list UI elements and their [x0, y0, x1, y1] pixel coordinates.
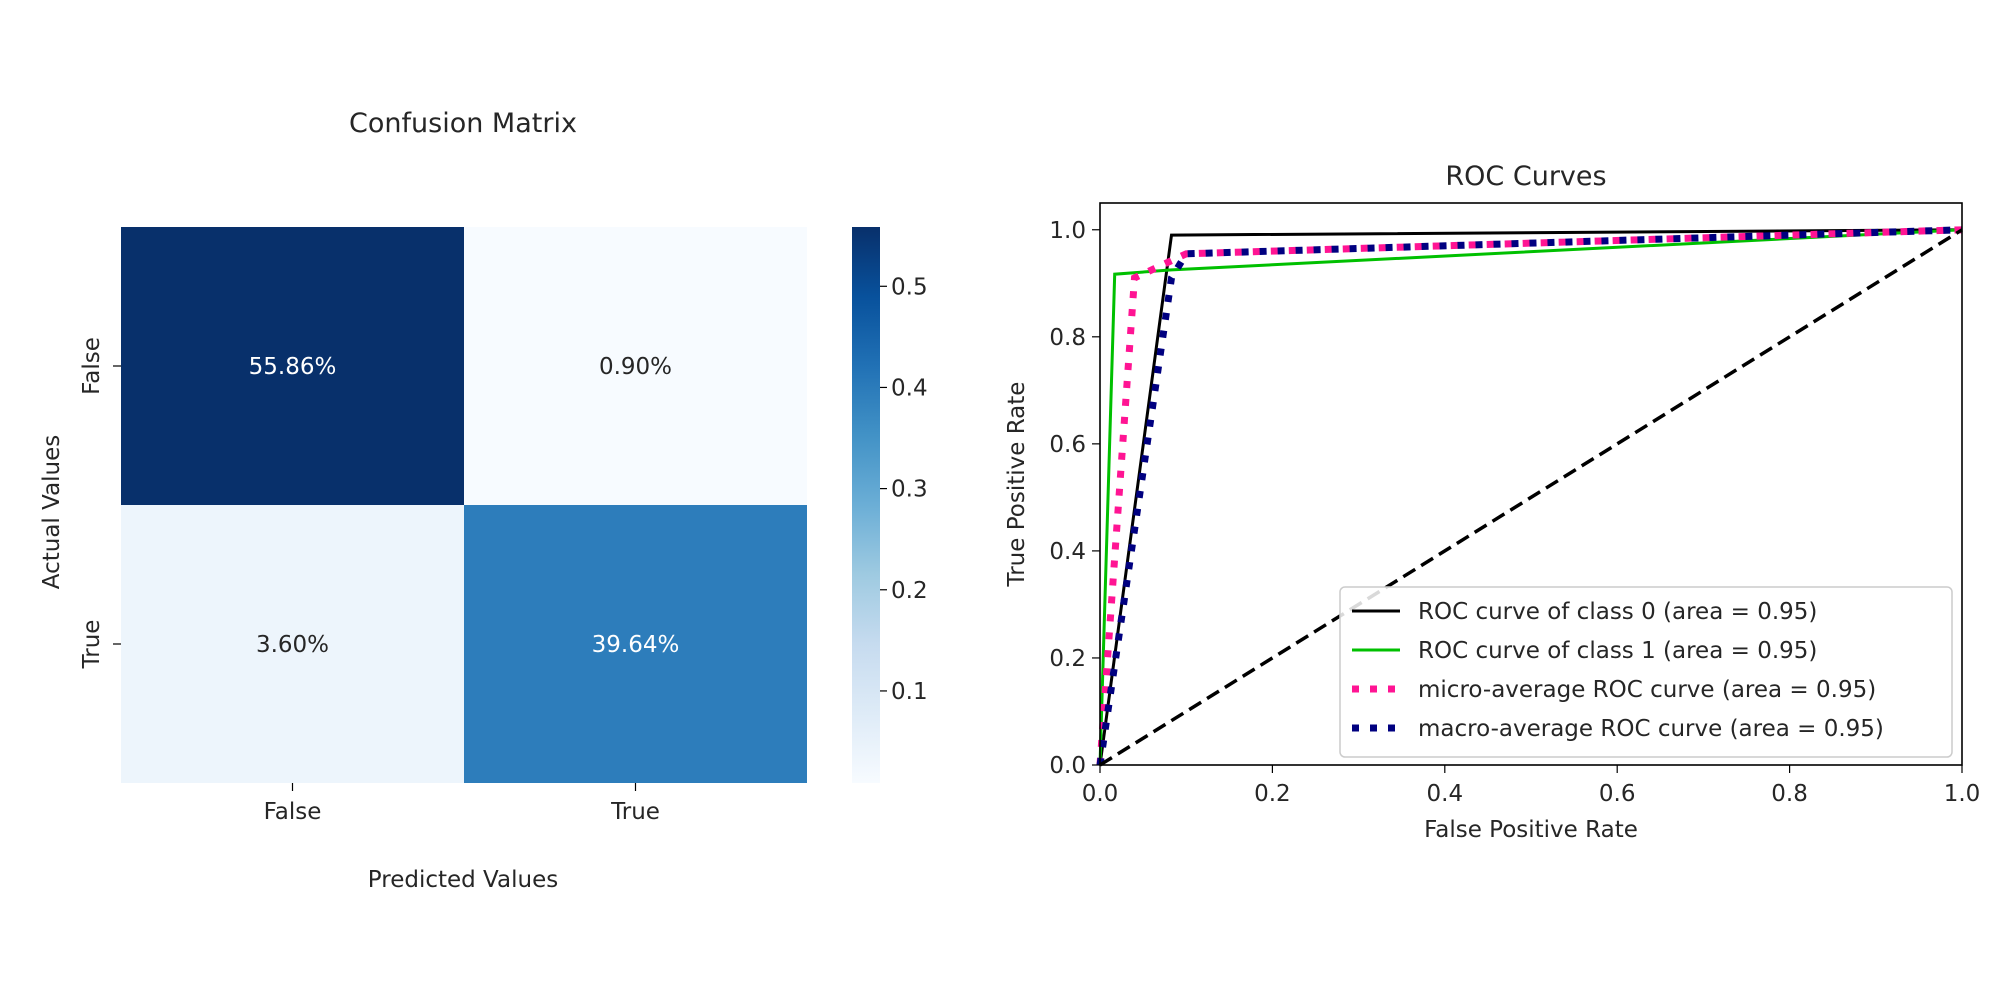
- roc-xtick-label: 0.8: [1771, 781, 1808, 807]
- cm-cell: [464, 505, 807, 783]
- colorbar-tick-label: 0.1: [891, 679, 928, 705]
- roc-axes-frame: [1099, 202, 1963, 766]
- colorbar: 0.1 0.2 0.3 0.4 0.5: [852, 227, 928, 783]
- cm-xtick-label: True: [610, 799, 660, 825]
- colorbar-tick-label: 0.2: [891, 578, 928, 604]
- roc-xlabel: False Positive Rate: [1424, 817, 1638, 843]
- roc-ylabel: True Positive Rate: [1004, 382, 1030, 588]
- roc-ytick-label: 0.8: [1049, 325, 1086, 351]
- cm-xtick-label: False: [264, 799, 322, 825]
- confusion-matrix-panel: Confusion Matrix 55.86% 0.90%3.60% 39.64% …: [39, 108, 928, 893]
- cm-ytick-label: True: [79, 620, 105, 670]
- cm-cell-label: 39.64%: [592, 632, 680, 658]
- roc-xtick-label: 0.6: [1599, 781, 1636, 807]
- roc-series-line: [1098, 228, 1963, 766]
- roc-xtick-label: 0.0: [1082, 781, 1119, 807]
- cm-cell-label: 55.86%: [249, 354, 337, 380]
- colorbar-tick-label: 0.5: [891, 274, 928, 300]
- cm-ylabel: Actual Values: [39, 435, 65, 590]
- legend-label: macro-average ROC curve (area = 0.95): [1418, 716, 1884, 742]
- roc-xtick-label: 1.0: [1944, 781, 1981, 807]
- cm-cell-label: 3.60%: [256, 632, 329, 658]
- cm-ytick-label: False: [79, 337, 105, 395]
- colorbar-bar: [852, 227, 880, 783]
- cm-xlabel: Predicted Values: [368, 867, 558, 893]
- roc-ytick-label: 0.6: [1049, 432, 1086, 458]
- roc-title: ROC Curves: [1445, 161, 1606, 192]
- legend-label: ROC curve of class 0 (area = 0.95): [1418, 599, 1817, 625]
- legend-frame: [1339, 586, 1953, 758]
- roc-ytick-label: 1.0: [1049, 218, 1086, 244]
- cm-cell-label: 0.90%: [599, 354, 672, 380]
- roc-series-line: [1096, 226, 1963, 766]
- roc-series-line: [1098, 228, 1963, 766]
- cm-cell: [464, 227, 807, 505]
- cm-title: Confusion Matrix: [349, 108, 577, 139]
- roc-panel: ROC Curves 0.0 0.2 0.4 0.6 0.8 1.0 0.0 0.2 0.4 0…: [1004, 161, 1980, 843]
- cm-cell: [121, 227, 464, 505]
- legend-label: micro-average ROC curve (area = 0.95): [1418, 677, 1876, 703]
- roc-legend: ROC curve of class 0 (area = 0.95) ROC cu…: [1339, 586, 1953, 758]
- roc-ytick-label: 0.4: [1049, 539, 1086, 565]
- chance-diagonal-line: [1099, 228, 1963, 767]
- cm-cell: [121, 505, 464, 783]
- legend-label: ROC curve of class 1 (area = 0.95): [1418, 638, 1817, 664]
- roc-xtick-label: 0.4: [1427, 781, 1464, 807]
- roc-ytick-label: 0.2: [1049, 646, 1086, 672]
- roc-ytick-label: 0.0: [1049, 753, 1086, 779]
- roc-xtick-label: 0.2: [1254, 781, 1291, 807]
- colorbar-tick-label: 0.3: [891, 477, 928, 503]
- colorbar-tick-label: 0.4: [891, 375, 928, 401]
